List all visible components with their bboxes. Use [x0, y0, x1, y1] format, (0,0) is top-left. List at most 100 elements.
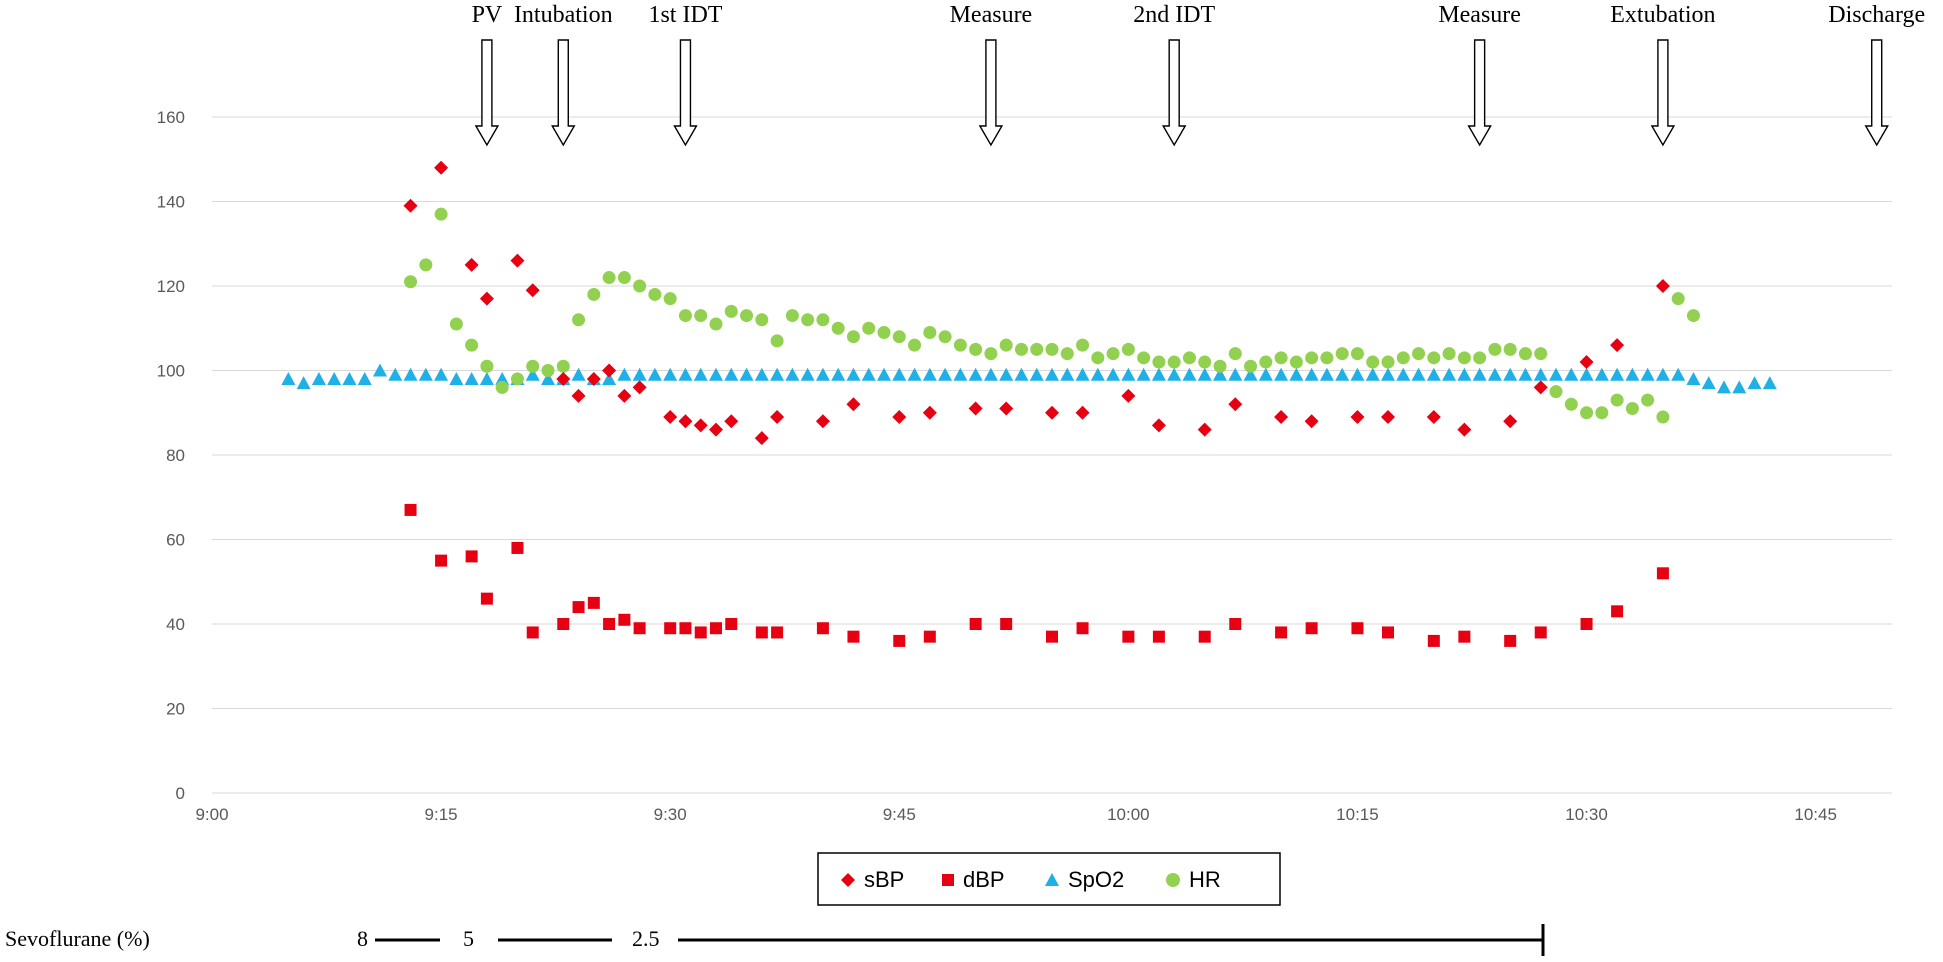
- spo2-point: [1503, 367, 1518, 381]
- hr-point: [1060, 347, 1074, 361]
- spo2-point: [1365, 367, 1380, 381]
- event-arrow-icon: [551, 39, 576, 147]
- spo2-point: [495, 371, 510, 385]
- hr-point: [1014, 342, 1028, 356]
- hr-point: [816, 313, 830, 327]
- legend-triangle-marker: [1045, 873, 1059, 886]
- hr-point: [1488, 342, 1502, 356]
- hr-point: [1091, 351, 1105, 365]
- hr-point: [1335, 347, 1349, 361]
- hr-point: [1350, 347, 1364, 361]
- hr-point: [1137, 351, 1151, 365]
- hr-point: [1259, 355, 1273, 369]
- dbp-point: [847, 630, 860, 643]
- spo2-point: [1258, 367, 1273, 381]
- hr-point: [740, 309, 754, 323]
- sbp-point: [709, 422, 723, 437]
- spo2-point: [846, 367, 861, 381]
- sbp-point: [464, 257, 479, 272]
- hr-point: [1671, 292, 1685, 306]
- spo2-point: [281, 371, 296, 385]
- sbp-point: [617, 388, 632, 403]
- hr-point: [1366, 355, 1380, 369]
- dbp-point: [1611, 605, 1624, 618]
- spo2-point: [1335, 367, 1350, 381]
- spo2-point: [1075, 367, 1090, 381]
- hr-point: [1213, 359, 1227, 373]
- dbp-point: [1580, 618, 1593, 630]
- hr-point: [1045, 342, 1059, 356]
- spo2-point: [1610, 367, 1625, 381]
- event-label: Measure: [950, 2, 1033, 28]
- sbp-point: [663, 409, 678, 424]
- sbp-point: [754, 431, 769, 446]
- legend-diamond-marker: [841, 873, 855, 887]
- hr-point: [1473, 351, 1487, 365]
- hr-point: [1580, 406, 1594, 420]
- dbp-point: [1122, 630, 1135, 643]
- hr-point: [999, 338, 1013, 352]
- spo2-point: [938, 367, 953, 381]
- sbp-point: [602, 363, 617, 378]
- hr-point: [556, 359, 570, 373]
- spo2-point: [1579, 367, 1594, 381]
- dbp-point: [816, 622, 829, 635]
- y-tick-label: 80: [166, 446, 185, 465]
- spo2-point: [327, 371, 342, 385]
- dbp-point: [404, 503, 417, 516]
- hr-point: [770, 334, 784, 348]
- legend-label-dbp: dBP: [963, 867, 1005, 892]
- dbp-point: [923, 630, 936, 643]
- spo2-point: [800, 367, 815, 381]
- dbp-point: [893, 634, 906, 647]
- spo2-point: [1747, 376, 1762, 390]
- y-axis-ticks: 0 20 40 60 80 100 120 140 160: [157, 108, 185, 803]
- spo2-point: [1136, 367, 1151, 381]
- spo2-point: [449, 371, 464, 385]
- sbp-point: [922, 405, 937, 420]
- hr-point: [694, 309, 708, 323]
- spo2-point: [541, 371, 555, 385]
- event-label: Intubation: [514, 2, 613, 28]
- hr-point: [1289, 355, 1303, 369]
- spo2-point: [1304, 367, 1319, 381]
- hr-point: [801, 313, 815, 327]
- spo2-point: [647, 367, 662, 381]
- sbp-point: [1381, 409, 1395, 424]
- spo2-point: [403, 367, 418, 381]
- spo2-point: [464, 371, 479, 385]
- dbp-point: [694, 626, 707, 639]
- hr-point: [724, 304, 738, 318]
- dbp-point: [1656, 567, 1669, 580]
- dbp-point: [1000, 618, 1013, 630]
- spo2-point: [1762, 376, 1777, 390]
- hr-point: [709, 317, 723, 331]
- spo2-point: [663, 367, 678, 381]
- hr-point: [602, 271, 616, 285]
- x-tick-label: 10:45: [1794, 805, 1837, 824]
- spo2-point: [1671, 367, 1686, 381]
- legend-label-spo2: SpO2: [1068, 867, 1124, 892]
- hr-point: [404, 275, 418, 289]
- hr-point: [984, 347, 998, 361]
- y-tick-label: 60: [166, 531, 185, 550]
- x-tick-label: 10:00: [1107, 805, 1150, 824]
- dbp-point: [603, 618, 616, 630]
- hr-point: [1030, 342, 1044, 356]
- hr-point: [908, 338, 922, 352]
- hr-point: [541, 364, 555, 377]
- event-markers: PV Intubation 1st IDT Measure 2nd IDT Measure…: [472, 2, 1925, 147]
- event-label: PV: [472, 2, 503, 28]
- spo2-point: [1014, 367, 1029, 381]
- dbp-point: [1427, 634, 1440, 647]
- dbp-point: [572, 601, 585, 614]
- hr-point: [1167, 355, 1181, 369]
- spo2-point: [479, 371, 494, 385]
- sevoflurane-level-8: 8: [357, 926, 368, 951]
- sbp-point: [815, 414, 830, 429]
- spo2-point: [571, 367, 586, 381]
- dbp-point: [1305, 622, 1318, 635]
- sbp-point: [1457, 422, 1472, 437]
- hr-point: [449, 317, 463, 331]
- event-arrow-icon: [1650, 39, 1676, 147]
